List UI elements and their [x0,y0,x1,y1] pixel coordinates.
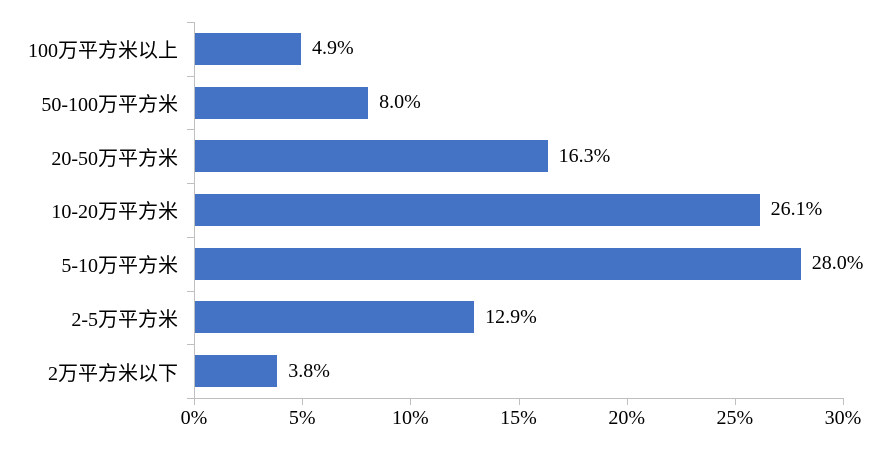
y-axis-tick [187,236,194,238]
x-axis-tick [410,398,412,405]
bar [195,301,475,334]
x-axis-tick-label: 25% [716,407,754,429]
x-axis-tick [626,398,628,405]
y-axis-tick [187,22,194,23]
value-label: 28.0% [811,252,864,275]
y-axis-tick [187,398,194,399]
bar [195,140,548,173]
category-label: 10-20万平方米 [51,201,178,224]
x-axis-tick [518,398,520,405]
value-label: 16.3% [558,144,611,167]
y-axis-line [194,22,195,405]
x-axis-tick-label: 0% [180,407,208,429]
bar [195,355,278,388]
category-label: 2-5万平方米 [71,308,178,331]
y-axis-tick [187,290,194,292]
category-label: 20-50万平方米 [51,147,178,170]
y-axis-tick [187,183,194,185]
value-label: 12.9% [485,305,537,328]
x-axis-tick-label: 20% [608,407,645,429]
category-label: 100万平方米以上 [28,40,178,63]
category-label: 5-10万平方米 [61,255,178,278]
value-label: 3.8% [288,359,330,382]
x-axis-tick [734,398,736,405]
value-label: 8.0% [379,91,421,114]
bar [195,32,301,65]
bar [195,194,760,226]
x-axis-tick-label: 5% [288,407,316,429]
category-label: 2万平方米以下 [48,362,178,385]
value-label: 4.9% [312,37,354,60]
bar [195,247,801,280]
value-label: 26.1% [770,198,823,221]
y-axis-tick [187,129,194,131]
x-axis-tick-label: 10% [391,407,429,429]
bar [195,86,369,119]
y-axis-tick [187,75,194,77]
x-axis-tick-label: 15% [500,407,537,429]
x-axis-tick [302,398,304,405]
x-axis-tick [843,398,844,405]
category-label: 50-100万平方米 [41,94,178,117]
x-axis-tick-label: 30% [824,407,862,429]
y-axis-tick [187,344,194,346]
